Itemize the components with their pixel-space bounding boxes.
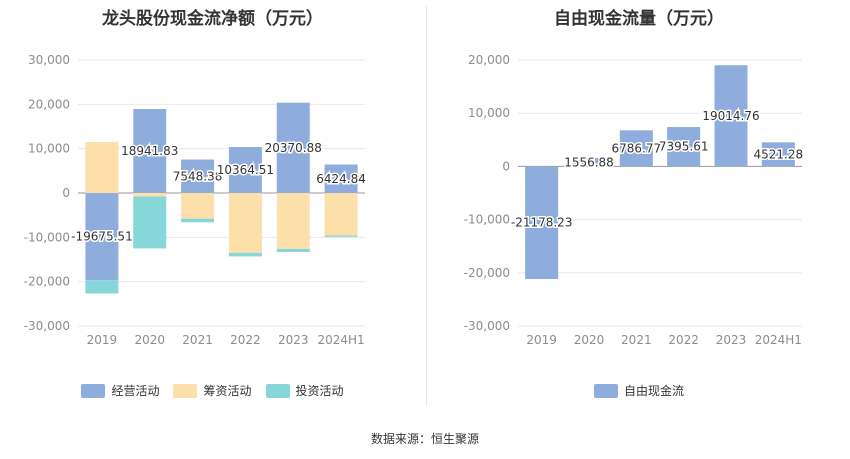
legend-label: 自由现金流 [623,384,684,398]
net-cash-flow-chart: 龙头股份现金流净额（万元） 30,000 20,000 10,000 0 -10,000… [0,0,425,410]
legend-swatch [173,383,198,398]
legend-label: 筹资活动 [203,384,252,398]
data-label: 20370.88 [265,141,322,155]
bar-自由现金流 [525,166,559,280]
data-label: 4521.28 [754,147,804,161]
bar-投资活动 [276,248,310,252]
x-tick-label: 2019 [526,333,557,347]
y-tick-label: 20,000 [468,53,510,67]
bar-投资活动 [228,252,262,257]
data-label: 7395.61 [659,140,709,154]
net-cash-flow-plot: 30,000 20,000 10,000 0 -10,000 -20,000 -30,000… [24,53,368,347]
bar-经营活动 [276,102,310,193]
bar-筹资活动 [133,193,167,197]
legend: 自由现金流 [428,382,850,399]
data-label: 6424.84 [316,172,366,186]
bar-经营活动 [228,147,262,193]
bar-筹资活动 [276,193,310,249]
x-tick-label: 2024H1 [317,333,364,347]
y-tick-label: -20,000 [464,266,510,280]
bar-自由现金流 [714,65,748,167]
y-tick-label: 0 [502,159,510,173]
bar-经营活动 [133,109,167,193]
bar-投资活动 [85,280,119,294]
data-label: 1556.88 [564,155,614,169]
data-label: 19014.76 [702,109,759,123]
bar-经营活动 [85,193,119,281]
y-tick-label: 0 [62,186,70,200]
free-cash-flow-plot: 20,000 10,000 0 -10,000 -20,000 -30,000 2019 20… [464,53,805,347]
chart-title: 自由现金流量（万元） [554,9,724,29]
legend-item[interactable]: 投资活动 [265,382,344,399]
bar-自由现金流 [619,130,653,167]
x-tick-label: 2023 [716,333,747,347]
x-tick-label: 2022 [230,333,261,347]
y-tick-label: 10,000 [468,106,510,120]
x-tick-label: 2024H1 [755,333,802,347]
x-tick-label: 2020 [134,333,165,347]
x-tick-label: 2021 [182,333,213,347]
legend-swatch [265,383,290,398]
x-tick-label: 2023 [278,333,309,347]
bar-自由现金流 [761,142,795,167]
y-tick-label: 20,000 [28,97,70,111]
panel-divider [426,6,427,406]
data-label: -21178.23 [511,216,573,230]
bar-经营活动 [324,164,358,193]
legend: 经营活动 筹资活动 投资活动 [0,382,425,399]
legend-label: 经营活动 [111,384,160,398]
y-tick-label: 30,000 [28,53,70,67]
free-cash-flow-chart: 自由现金流量（万元） 20,000 10,000 0 -10,000 -20,000 -3… [428,0,850,410]
x-tick-label: 2019 [87,333,118,347]
data-source: 数据来源：恒生聚源 [370,432,479,446]
bar-投资活动 [324,235,358,237]
y-tick-label: -10,000 [464,213,510,227]
x-tick-label: 2021 [621,333,652,347]
y-tick-label: 10,000 [28,142,70,156]
bar-筹资活动 [85,142,119,193]
bar-投资活动 [181,218,215,223]
bar-投资活动 [133,196,167,249]
x-tick-label: 2020 [574,333,605,347]
data-label: 18941.83 [121,144,178,158]
data-label: -19675.51 [71,230,133,244]
y-tick-label: -20,000 [24,275,70,289]
bar-自由现金流 [667,127,701,167]
bar-筹资活动 [228,193,262,253]
legend-swatch [593,383,618,398]
bar-自由现金流 [572,158,606,167]
legend-item[interactable]: 经营活动 [81,382,159,399]
bar-筹资活动 [181,193,215,219]
y-tick-label: -30,000 [464,319,510,333]
legend-label: 投资活动 [295,384,344,398]
chart-title: 龙头股份现金流净额（万元） [102,9,323,29]
data-label: 7548.38 [173,169,223,183]
data-label: 10364.51 [217,163,274,177]
legend-swatch [81,383,106,398]
data-label: 6786.77 [612,141,662,155]
bar-经营活动 [181,159,215,193]
y-tick-label: -10,000 [24,230,70,244]
x-tick-label: 2022 [668,333,699,347]
y-tick-label: -30,000 [24,319,70,333]
legend-item[interactable]: 筹资活动 [173,382,252,399]
legend-item[interactable]: 自由现金流 [593,382,684,399]
bar-筹资活动 [324,193,358,236]
